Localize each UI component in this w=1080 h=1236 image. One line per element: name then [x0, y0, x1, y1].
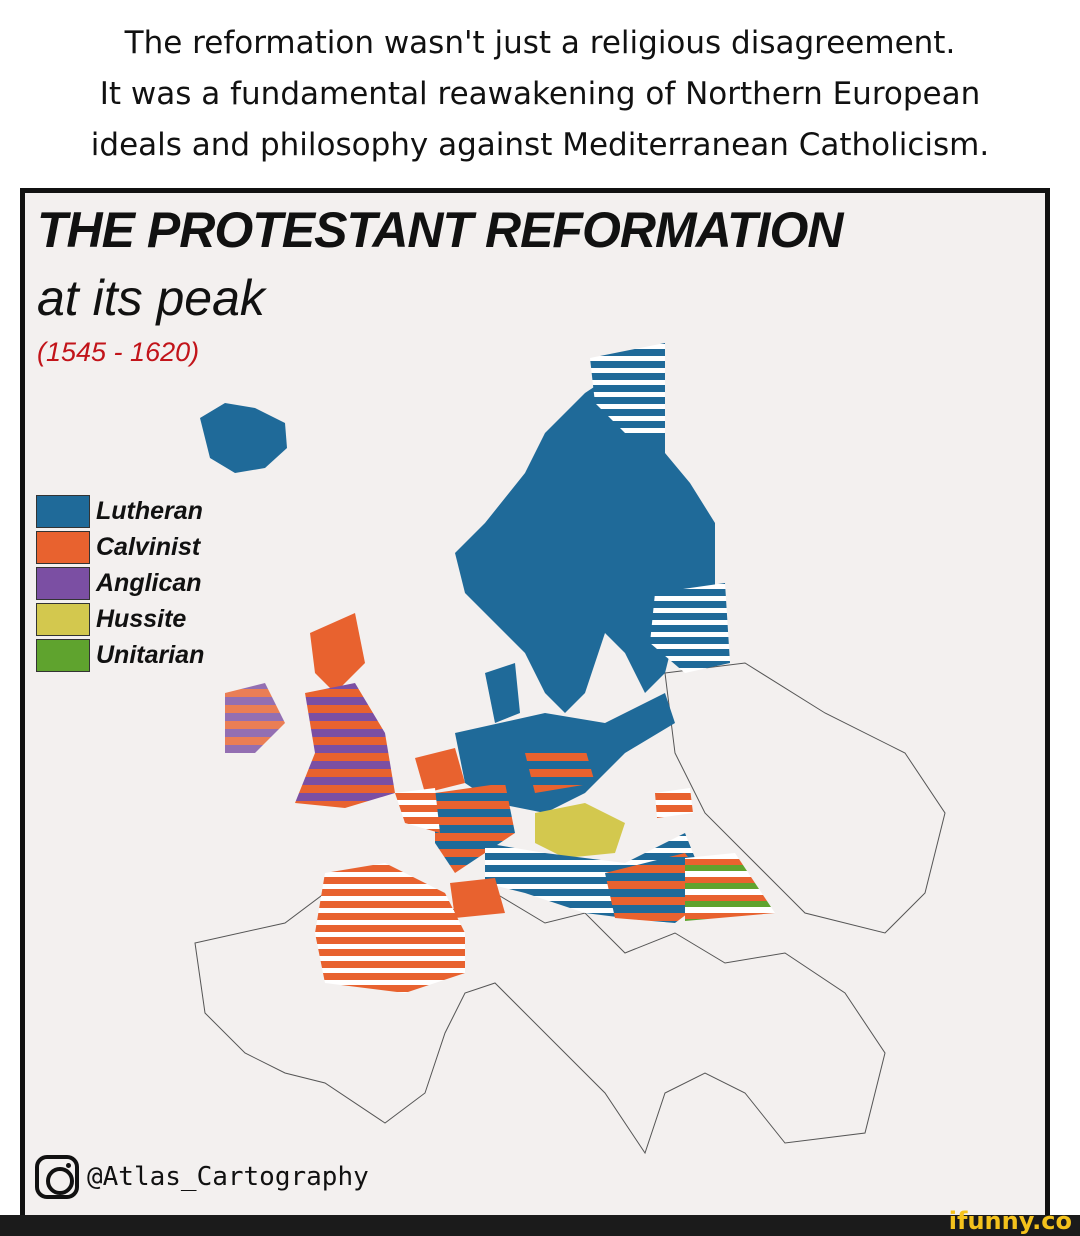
region-finland-north: [590, 343, 665, 433]
region-scandinavia: [455, 353, 715, 713]
region-baltic: [650, 583, 730, 673]
legend: Lutheran Calvinist Anglican Hussite Unit…: [36, 493, 204, 673]
legend-swatch: [36, 638, 90, 672]
legend-item-lutheran: Lutheran: [36, 493, 204, 529]
credit: @Atlas_Cartography: [35, 1155, 369, 1199]
caption-line: ideals and philosophy against Mediterran…: [90, 127, 990, 163]
region-switzerland: [450, 878, 505, 918]
legend-swatch: [36, 530, 90, 564]
ifunny-watermark: ifunny.co: [948, 1207, 1072, 1235]
europe-map: [194, 343, 946, 1155]
instagram-icon: [35, 1155, 79, 1199]
region-transylvania: [685, 853, 775, 921]
region-france: [315, 863, 465, 993]
region-denmark: [485, 663, 520, 723]
legend-label: Unitarian: [96, 640, 205, 669]
legend-item-hussite: Hussite: [36, 601, 204, 637]
meme-caption: The reformation wasn't just a religious …: [0, 18, 1080, 171]
region-bohemia: [535, 803, 625, 858]
legend-item-anglican: Anglican: [36, 565, 204, 601]
legend-item-unitarian: Unitarian: [36, 637, 204, 673]
caption-line: The reformation wasn't just a religious …: [124, 25, 956, 61]
region-scotland: [310, 613, 365, 693]
watermark-bar: ifunny.co: [0, 1207, 1080, 1236]
map-subtitle: at its peak: [37, 270, 265, 326]
region-england: [295, 683, 395, 808]
legend-label: Anglican: [96, 568, 202, 597]
caption-line: It was a fundamental reawakening of Nort…: [99, 76, 981, 112]
region-netherlands: [415, 748, 465, 793]
region-rhineland: [435, 783, 515, 873]
credit-handle: @Atlas_Cartography: [87, 1162, 369, 1192]
map-title: THE PROTESTANT REFORMATION: [37, 202, 843, 258]
region-poland-calvinist: [655, 788, 693, 818]
legend-label: Calvinist: [96, 532, 201, 561]
map-dates: (1545 - 1620): [37, 337, 200, 367]
legend-label: Hussite: [96, 604, 187, 633]
legend-swatch: [36, 566, 90, 600]
east-europe-outline: [664, 662, 946, 934]
map-frame: THE PROTESTANT REFORMATION at its peak (…: [20, 188, 1050, 1220]
legend-item-calvinist: Calvinist: [36, 529, 204, 565]
region-belgium: [395, 788, 440, 833]
region-pomerania-calvinist: [525, 748, 595, 793]
legend-swatch: [36, 602, 90, 636]
legend-label: Lutheran: [96, 496, 203, 525]
catholic-europe-outline: [194, 882, 886, 1155]
region-ireland: [225, 683, 285, 753]
region-iceland: [200, 403, 287, 473]
legend-swatch: [36, 494, 90, 528]
